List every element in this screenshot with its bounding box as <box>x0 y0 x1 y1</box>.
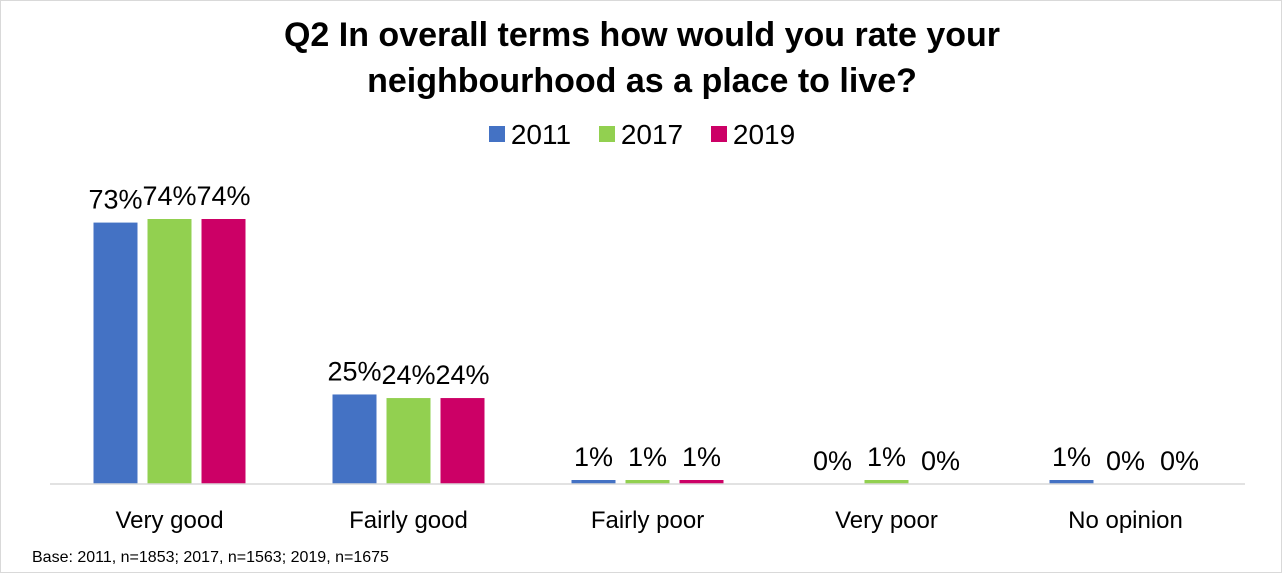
x-tick-label-very-poor: Very poor <box>835 507 938 534</box>
data-label-2019-no-opinion: 0% <box>1160 446 1199 476</box>
x-tick-label-no-opinion: No opinion <box>1068 507 1183 534</box>
chart-title-line-2: neighbourhood as a place to live? <box>367 62 917 100</box>
bar-2017-fairly-good <box>386 398 431 484</box>
data-label-2011-no-opinion: 1% <box>1052 442 1091 472</box>
legend-label-2017: 2017 <box>620 119 684 150</box>
legend-swatch-2019 <box>710 126 727 142</box>
x-tick-label-fairly-poor: Fairly poor <box>591 507 704 534</box>
x-tick-label-very-good: Very good <box>115 507 223 534</box>
legend-item-2011: 2011 <box>488 118 572 152</box>
data-label-2019-very-good: 74% <box>196 181 250 211</box>
data-label-2011-fairly-good: 25% <box>327 356 381 386</box>
data-label-2011-fairly-poor: 1% <box>574 442 613 472</box>
bar-2019-fairly-good <box>440 398 485 484</box>
data-label-2017-very-good: 74% <box>142 181 196 211</box>
footnote: Base: 2011, n=1853; 2017, n=1563; 2019, … <box>32 549 389 566</box>
data-label-2011-very-good: 73% <box>88 185 142 215</box>
bar-2011-fairly-good <box>332 394 377 484</box>
legend-swatch-2011 <box>488 126 505 142</box>
bar-2017-very-good <box>147 219 192 484</box>
data-label-2019-fairly-poor: 1% <box>682 442 721 472</box>
bar-2011-very-good <box>93 222 138 484</box>
data-label-2017-very-poor: 1% <box>867 442 906 472</box>
bar-2019-very-good <box>201 219 246 484</box>
bar-2019-fairly-poor <box>679 480 724 484</box>
data-label-2017-fairly-good: 24% <box>381 360 435 390</box>
data-label-2017-no-opinion: 0% <box>1106 446 1145 476</box>
bar-2011-no-opinion <box>1049 480 1094 484</box>
data-label-2019-fairly-good: 24% <box>435 360 489 390</box>
data-label-2017-fairly-poor: 1% <box>628 442 667 472</box>
bar-2017-very-poor <box>864 480 909 484</box>
legend-item-2017: 2017 <box>598 118 684 152</box>
legend-label-2011: 2011 <box>510 119 572 150</box>
data-label-2019-very-poor: 0% <box>921 446 960 476</box>
chart-title: Q2 In overall terms how would you rate y… <box>0 12 1284 104</box>
legend-item-2019: 2019 <box>710 118 796 152</box>
legend: 2011 2017 2019 <box>0 118 1284 152</box>
bar-2011-fairly-poor <box>571 480 616 484</box>
legend-label-2019: 2019 <box>732 119 796 150</box>
legend-swatch-2017 <box>598 126 615 142</box>
chart-title-line-1: Q2 In overall terms how would you rate y… <box>283 16 1001 54</box>
x-tick-label-fairly-good: Fairly good <box>349 507 468 534</box>
bar-2017-fairly-poor <box>625 480 670 484</box>
data-label-2011-very-poor: 0% <box>813 446 852 476</box>
